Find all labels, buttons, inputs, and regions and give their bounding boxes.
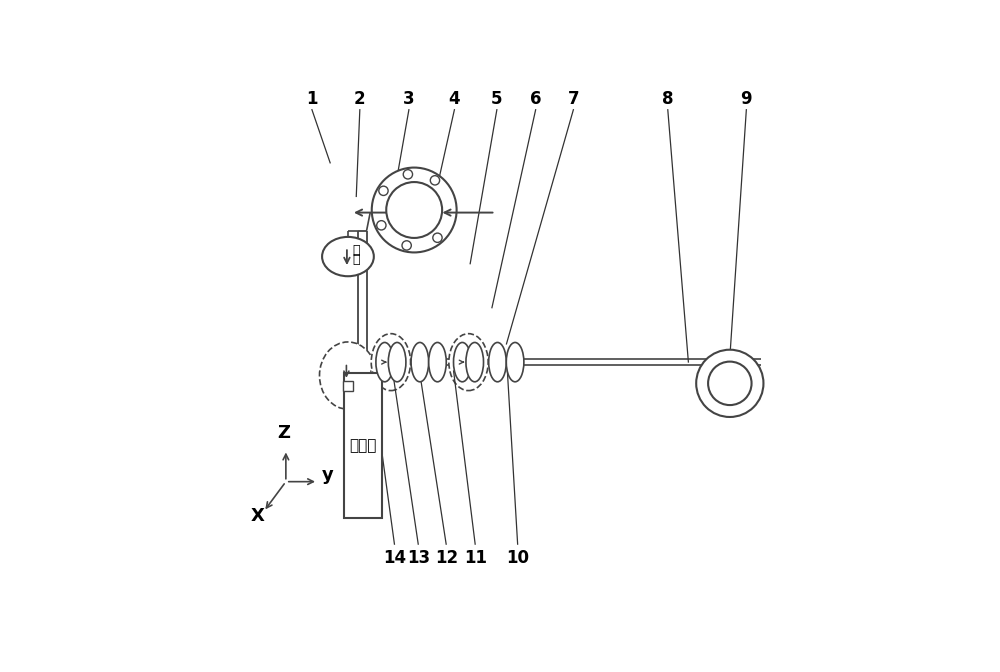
Text: Z: Z <box>277 424 290 442</box>
Ellipse shape <box>466 343 484 382</box>
Text: 1: 1 <box>306 90 317 108</box>
Text: 2: 2 <box>354 90 366 108</box>
Text: 9: 9 <box>741 90 752 108</box>
Text: 4: 4 <box>449 90 460 108</box>
Ellipse shape <box>506 343 524 382</box>
Text: 12: 12 <box>435 549 458 566</box>
Ellipse shape <box>449 334 488 390</box>
Text: 3: 3 <box>403 90 415 108</box>
Ellipse shape <box>388 343 406 382</box>
Text: X: X <box>250 507 264 525</box>
Bar <box>343 381 353 391</box>
Text: 11: 11 <box>464 549 487 566</box>
Bar <box>344 373 382 518</box>
Text: 光: 光 <box>352 244 360 257</box>
Circle shape <box>403 169 413 179</box>
Text: 10: 10 <box>506 549 529 566</box>
Ellipse shape <box>411 343 429 382</box>
Circle shape <box>386 182 442 238</box>
Ellipse shape <box>376 343 393 382</box>
Text: 8: 8 <box>662 90 673 108</box>
Text: 5: 5 <box>491 90 503 108</box>
Circle shape <box>402 241 411 250</box>
Circle shape <box>372 167 457 253</box>
Text: 6: 6 <box>530 90 542 108</box>
Circle shape <box>430 175 440 185</box>
Circle shape <box>708 362 752 405</box>
Ellipse shape <box>489 343 506 382</box>
Text: 7: 7 <box>568 90 579 108</box>
Circle shape <box>379 186 388 196</box>
Ellipse shape <box>322 237 374 276</box>
Text: 摄像机: 摄像机 <box>349 438 377 453</box>
Ellipse shape <box>454 343 471 382</box>
Text: y: y <box>321 466 333 484</box>
Text: 14: 14 <box>383 549 406 566</box>
Ellipse shape <box>319 342 376 409</box>
Text: 13: 13 <box>407 549 430 566</box>
Ellipse shape <box>429 343 446 382</box>
Circle shape <box>377 220 386 230</box>
Circle shape <box>433 233 442 243</box>
Circle shape <box>696 349 763 417</box>
Ellipse shape <box>371 334 411 390</box>
Text: 线: 线 <box>352 253 360 265</box>
